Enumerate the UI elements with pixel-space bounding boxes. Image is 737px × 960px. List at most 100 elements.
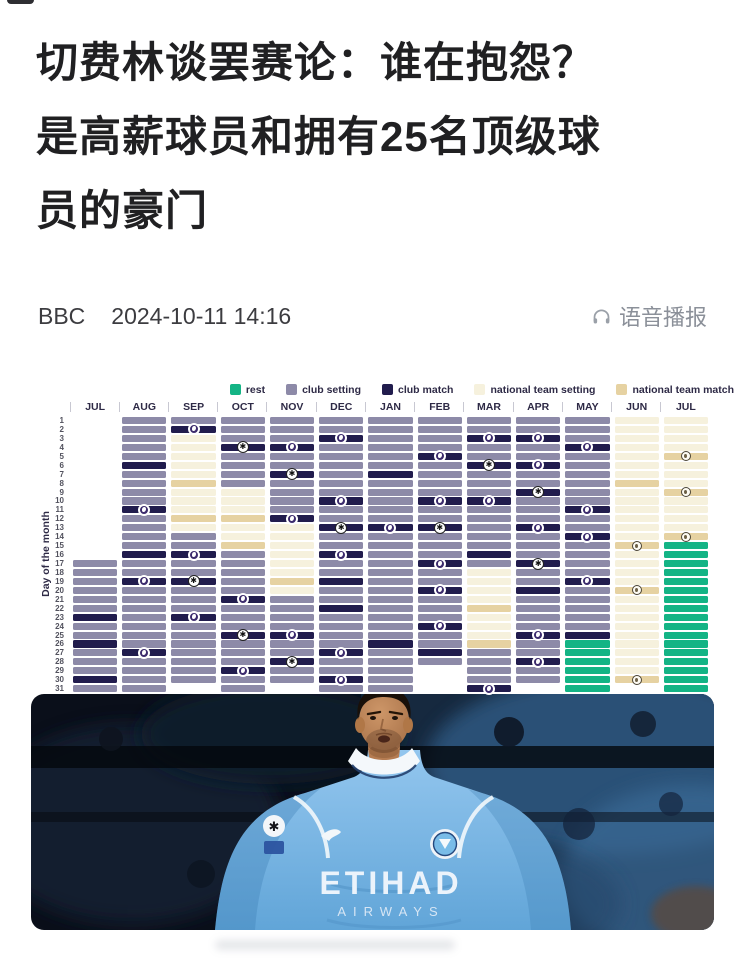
calendar-cell bbox=[663, 586, 708, 594]
calendar-cell bbox=[171, 586, 216, 594]
sponsor-subtext: AIRWAYS bbox=[337, 904, 444, 919]
calendar-cell bbox=[368, 640, 413, 648]
calendar-cell bbox=[319, 425, 364, 434]
calendar-cell bbox=[73, 471, 117, 478]
calendar-cell bbox=[663, 640, 708, 648]
voice-broadcast-button[interactable]: 语音播报 bbox=[591, 300, 707, 332]
calendar-cell bbox=[220, 434, 265, 442]
calendar-cell bbox=[663, 551, 708, 559]
month-label: SEP bbox=[167, 400, 215, 414]
calendar-cell bbox=[418, 685, 462, 692]
calendar-cell bbox=[269, 655, 315, 668]
calendar-cell bbox=[565, 685, 610, 693]
legend-label: club match bbox=[398, 383, 454, 396]
calendar-cell bbox=[319, 432, 364, 445]
svg-text:✱: ✱ bbox=[269, 819, 280, 834]
voice-broadcast-label: 语音播报 bbox=[618, 305, 707, 330]
calendar-cell bbox=[220, 497, 265, 505]
calendar-cell bbox=[122, 676, 167, 684]
calendar-cell bbox=[220, 533, 265, 541]
calendar-cell bbox=[663, 568, 708, 577]
calendar-cell bbox=[565, 613, 610, 621]
calendar-cell bbox=[466, 586, 512, 594]
month-label: JUL bbox=[69, 400, 117, 414]
day-number: 18 bbox=[55, 567, 64, 577]
premier-league-ball-icon bbox=[532, 629, 545, 642]
calendar-cell bbox=[516, 417, 561, 425]
calendar-cell bbox=[663, 667, 708, 675]
calendar-cell bbox=[73, 667, 118, 675]
calendar-cell bbox=[319, 595, 364, 603]
calendar-cell bbox=[368, 506, 413, 514]
calendar-cell bbox=[417, 620, 462, 633]
calendar-cell bbox=[269, 512, 315, 525]
article-meta: BBC 2024-10-11 14:16 语音播报 bbox=[38, 300, 707, 332]
calendar-cell bbox=[220, 577, 265, 585]
calendar-cell bbox=[614, 417, 659, 425]
calendar-cell bbox=[368, 676, 413, 684]
calendar-cell bbox=[122, 542, 167, 550]
champions-league-ball-icon bbox=[482, 459, 495, 472]
calendar-cell bbox=[171, 611, 216, 624]
calendar-cell bbox=[663, 649, 708, 657]
month-label: MAY bbox=[561, 400, 609, 414]
calendar-cell bbox=[516, 443, 561, 451]
calendar-cell bbox=[466, 667, 512, 675]
month-column bbox=[565, 417, 610, 694]
national-team-crest-icon bbox=[631, 674, 642, 685]
calendar-cell bbox=[171, 470, 216, 478]
legend-item-rest: rest bbox=[229, 384, 265, 396]
calendar-cell bbox=[663, 461, 708, 469]
calendar-cell bbox=[269, 622, 315, 630]
month-column bbox=[466, 417, 512, 695]
calendar-cell bbox=[417, 434, 462, 442]
calendar-cell bbox=[417, 613, 462, 621]
legend-item-club_match: club match bbox=[382, 384, 453, 396]
title-line: 切费林谈罢赛论：谁在抱怨？ bbox=[36, 39, 596, 86]
day-number: 9 bbox=[59, 487, 64, 497]
calendar-cell bbox=[368, 417, 413, 425]
calendar-cell bbox=[466, 417, 512, 425]
month-label: JUL bbox=[660, 400, 708, 414]
calendar-cell bbox=[220, 593, 265, 606]
day-number: 29 bbox=[55, 666, 64, 676]
calendar-cell bbox=[614, 577, 659, 585]
calendar-cell bbox=[73, 631, 118, 639]
calendar-cell bbox=[417, 557, 462, 570]
premier-league-ball-icon bbox=[482, 494, 495, 507]
premier-league-ball-icon bbox=[138, 503, 151, 516]
premier-league-ball-icon bbox=[286, 512, 299, 525]
calendar-cell bbox=[663, 443, 708, 451]
month-column bbox=[171, 417, 216, 694]
calendar-cell bbox=[171, 548, 216, 561]
calendar-cell bbox=[417, 443, 462, 451]
premier-league-ball-icon bbox=[532, 459, 545, 472]
calendar-cell bbox=[516, 497, 561, 505]
calendar-cell bbox=[565, 667, 610, 675]
calendar-cell bbox=[565, 434, 610, 442]
calendar-cell bbox=[516, 557, 561, 570]
calendar-cell bbox=[122, 488, 167, 496]
premier-league-ball-icon bbox=[335, 646, 348, 659]
calendar-cell bbox=[73, 533, 117, 540]
calendar-cell bbox=[565, 497, 610, 505]
source-label: BBC bbox=[38, 302, 86, 329]
calendar-cell bbox=[122, 452, 167, 460]
calendar-cell bbox=[269, 640, 315, 648]
calendar-cell bbox=[516, 629, 561, 642]
calendar-cell bbox=[269, 649, 315, 657]
calendar-cell bbox=[269, 468, 315, 481]
calendar-cell bbox=[663, 622, 708, 630]
calendar-cell bbox=[466, 506, 512, 514]
calendar-cell bbox=[565, 417, 610, 425]
champions-league-ball-icon bbox=[532, 486, 545, 499]
day-number: 17 bbox=[55, 559, 64, 568]
calendar-cell bbox=[466, 649, 512, 657]
calendar-cell bbox=[663, 658, 708, 666]
calendar-cell bbox=[269, 461, 315, 469]
calendar-cell bbox=[368, 497, 413, 505]
calendar-cell bbox=[220, 658, 265, 666]
article-photo[interactable]: ✱ ETIHAD AIRWAYS bbox=[31, 694, 714, 930]
premier-league-ball-icon bbox=[335, 548, 348, 561]
month-column bbox=[614, 417, 659, 694]
